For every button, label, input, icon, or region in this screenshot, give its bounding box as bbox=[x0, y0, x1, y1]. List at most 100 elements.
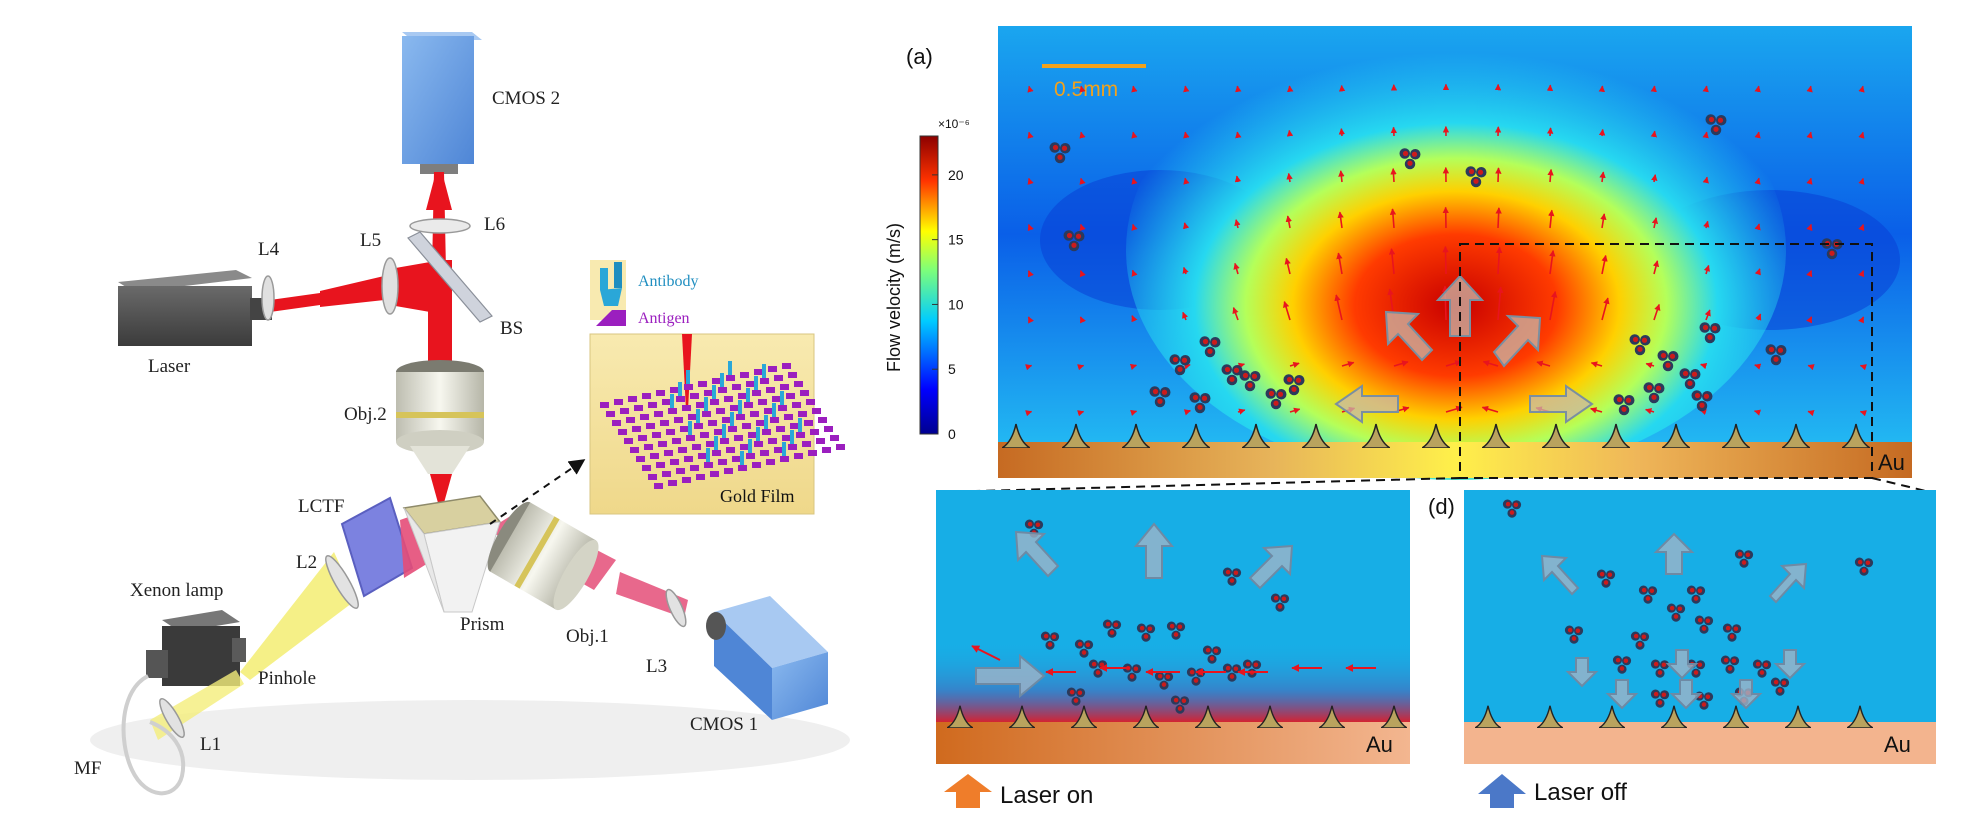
antigen-pad bbox=[766, 387, 775, 393]
antibody-rod bbox=[748, 439, 752, 453]
antigen-pad bbox=[718, 459, 727, 465]
antibody-rod bbox=[746, 388, 750, 402]
velocity-arrow bbox=[1600, 213, 1607, 229]
velocity-arrow bbox=[1754, 363, 1762, 370]
velocity-arrow bbox=[1755, 313, 1762, 321]
antigen-pad bbox=[710, 471, 719, 477]
velocity-arrow bbox=[1389, 208, 1397, 229]
velocity-arrow bbox=[1754, 85, 1761, 93]
velocity-arrow bbox=[1079, 270, 1086, 278]
panel-d-substrate bbox=[1464, 722, 1936, 764]
label-obj1: Obj.1 bbox=[566, 626, 609, 647]
velocity-arrow bbox=[1390, 168, 1397, 183]
velocity-arrow bbox=[1027, 316, 1034, 324]
velocity-arrow bbox=[1079, 85, 1086, 93]
antigen-pad bbox=[684, 456, 693, 462]
antibody-rod bbox=[696, 409, 700, 423]
antigen-pad bbox=[684, 384, 693, 390]
antigen-pad bbox=[696, 474, 705, 480]
scale-bar-label: 0.5mm bbox=[1054, 78, 1118, 101]
antigen-pad bbox=[746, 381, 755, 387]
sensor-inset: Antibody Antigen Gold Film bbox=[589, 260, 845, 515]
antigen-pad bbox=[676, 468, 685, 474]
velocity-arrow bbox=[1338, 170, 1345, 183]
antigen-pad bbox=[736, 414, 745, 420]
velocity-arrow bbox=[1650, 130, 1658, 138]
antigen-pad bbox=[810, 429, 819, 435]
antigen-pad bbox=[732, 384, 741, 390]
panel-d-substrate-label: Au bbox=[1884, 732, 1911, 757]
antigen-pad bbox=[638, 435, 647, 441]
antigen-pad bbox=[704, 390, 713, 396]
velocity-arrow bbox=[1286, 172, 1293, 183]
antigen-pad bbox=[738, 465, 747, 471]
label-l3: L3 bbox=[646, 656, 667, 677]
velocity-arrow bbox=[1753, 409, 1762, 416]
antigen-pad bbox=[720, 438, 729, 444]
velocity-arrow bbox=[1285, 215, 1292, 229]
panel-laser-on: Au Laser on bbox=[936, 490, 1410, 809]
velocity-arrow bbox=[1442, 245, 1449, 275]
antigen-pad bbox=[600, 402, 609, 408]
velocity-arrow bbox=[1334, 294, 1343, 321]
velocity-arrow bbox=[1495, 207, 1502, 229]
lens-l6 bbox=[409, 218, 471, 234]
antigen-pad bbox=[670, 459, 679, 465]
velocity-arrow bbox=[1496, 246, 1503, 275]
velocity-arrow bbox=[1601, 297, 1610, 321]
antigen-pad bbox=[800, 390, 809, 396]
label-xenon-lamp: Xenon lamp bbox=[130, 580, 223, 601]
antigen-pad bbox=[668, 408, 677, 414]
velocity-arrow bbox=[1183, 363, 1191, 370]
multimode-fiber bbox=[121, 674, 186, 796]
label-prism: Prism bbox=[460, 614, 505, 635]
antibody-rod bbox=[730, 412, 734, 426]
velocity-arrow bbox=[1235, 131, 1242, 139]
velocity-arrow bbox=[1079, 316, 1086, 324]
antibody-rod bbox=[738, 400, 742, 414]
label-pinhole: Pinhole bbox=[258, 668, 316, 689]
antibody-rod bbox=[772, 403, 776, 417]
antigen-pad bbox=[724, 396, 733, 402]
colorbar: ×10⁻⁶ 20 15 10 5 0 Flow velocity (m/s) bbox=[884, 117, 970, 442]
velocity-arrow bbox=[1131, 177, 1138, 185]
velocity-arrow bbox=[1337, 211, 1344, 229]
antigen-pad bbox=[778, 405, 787, 411]
antigen-pad bbox=[696, 402, 705, 408]
label-l1: L1 bbox=[200, 734, 221, 755]
antigen-pad bbox=[656, 462, 665, 468]
velocity-arrow bbox=[1388, 248, 1396, 275]
velocity-arrow bbox=[1650, 85, 1657, 93]
antigen-pad bbox=[668, 480, 677, 486]
velocity-arrow bbox=[1858, 223, 1865, 232]
panel-d-label: (d) bbox=[1428, 494, 1455, 519]
antigen-pad bbox=[794, 381, 803, 387]
antigen-pad bbox=[796, 432, 805, 438]
velocity-arrow bbox=[1645, 408, 1655, 415]
velocity-arrow bbox=[1131, 85, 1138, 93]
label-l6: L6 bbox=[484, 214, 505, 235]
antigen-pad bbox=[792, 402, 801, 408]
antigen-pad bbox=[812, 408, 821, 414]
velocity-arrow bbox=[1237, 408, 1246, 415]
antigen-pad bbox=[712, 450, 721, 456]
label-cmos2: CMOS 2 bbox=[492, 88, 560, 109]
antigen-pad bbox=[762, 429, 771, 435]
antigen-pad bbox=[708, 420, 717, 426]
laser-source bbox=[118, 270, 272, 346]
white-light-beam bbox=[240, 552, 356, 680]
velocity-arrow bbox=[1129, 363, 1137, 371]
velocity-arrow bbox=[1497, 286, 1504, 321]
legend-laser-off: Laser off bbox=[1534, 779, 1627, 806]
antigen-pad bbox=[654, 411, 663, 417]
antigen-pad bbox=[650, 453, 659, 459]
antigen-pad bbox=[750, 411, 759, 417]
antigen-pad bbox=[614, 399, 623, 405]
antigen-pad bbox=[726, 447, 735, 453]
antigen-pad bbox=[704, 462, 713, 468]
antigen-pad bbox=[798, 411, 807, 417]
velocity-arrow bbox=[1703, 264, 1711, 275]
velocity-arrow bbox=[1289, 407, 1301, 414]
antigen-pad bbox=[738, 393, 747, 399]
